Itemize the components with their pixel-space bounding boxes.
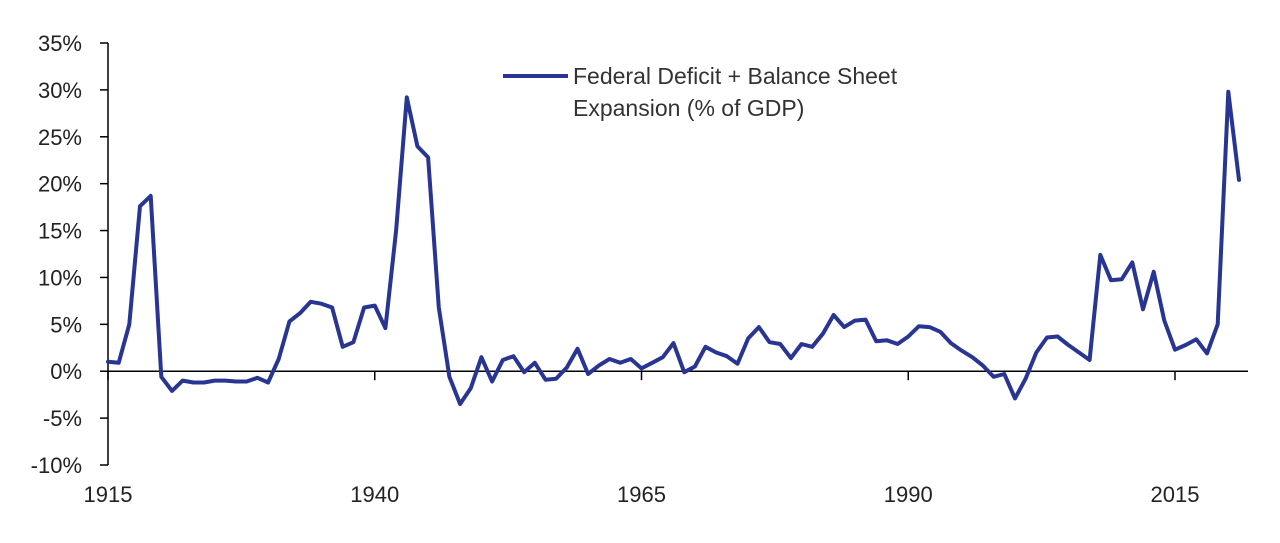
y-tick-label: 35%: [38, 31, 82, 56]
y-tick-label: 30%: [38, 78, 82, 103]
y-tick-label: 0%: [50, 359, 82, 384]
series-layer: [106, 89, 1241, 406]
x-axis: 1915 1940 1965 1990 2015: [84, 370, 1248, 507]
x-tick-label: 1965: [617, 482, 666, 507]
y-tick-label: 10%: [38, 265, 82, 290]
legend-label-line-1: Federal Deficit + Balance Sheet: [573, 63, 898, 89]
x-tick-label: 2015: [1151, 482, 1200, 507]
y-tick-label: -5%: [43, 406, 82, 431]
y-tick-label: 25%: [38, 125, 82, 150]
y-tick-label: 20%: [38, 172, 82, 197]
x-tick-label: 1940: [350, 482, 399, 507]
x-tick-label: 1915: [84, 482, 133, 507]
y-tick-label: -10%: [31, 453, 82, 478]
y-tick-label: 5%: [50, 312, 82, 337]
legend: Federal Deficit + Balance Sheet Expansio…: [503, 63, 898, 121]
y-tick-label: 15%: [38, 219, 82, 244]
series-line-0: [106, 89, 1241, 406]
x-tick-label: 1990: [884, 482, 933, 507]
y-axis: -10% -5% 0% 5% 10% 15% 20% 25% 30% 35%: [31, 31, 109, 478]
legend-label-line-2: Expansion (% of GDP): [573, 95, 804, 121]
